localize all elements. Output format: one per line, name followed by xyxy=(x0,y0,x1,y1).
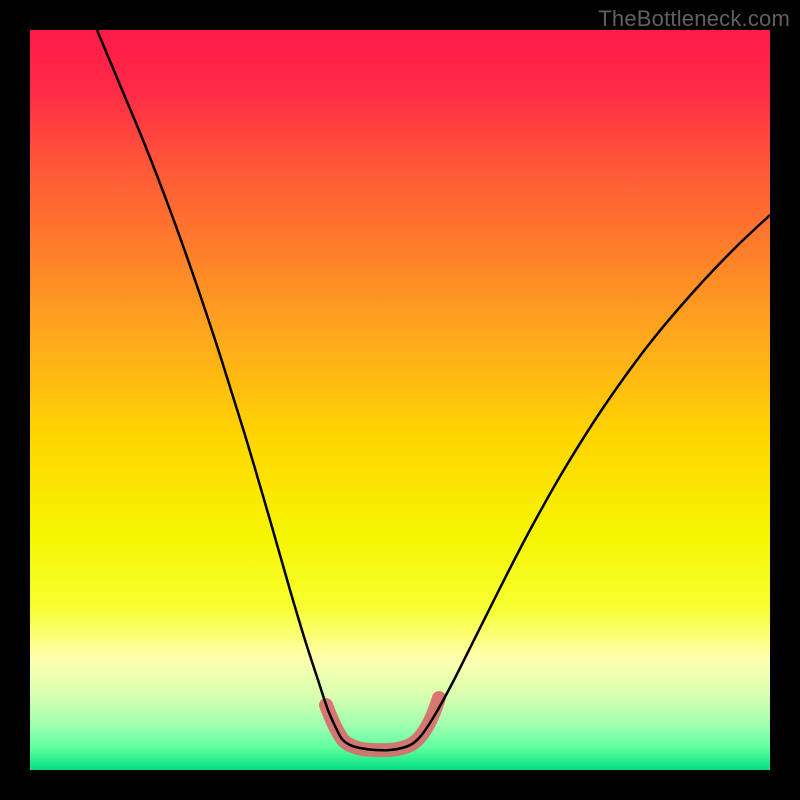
curve-layer xyxy=(30,30,770,770)
bottleneck-curve xyxy=(97,30,770,750)
watermark-text: TheBottleneck.com xyxy=(598,6,790,32)
plot-area xyxy=(30,30,770,770)
highlight-segment xyxy=(326,698,439,750)
chart-container: TheBottleneck.com xyxy=(0,0,800,800)
